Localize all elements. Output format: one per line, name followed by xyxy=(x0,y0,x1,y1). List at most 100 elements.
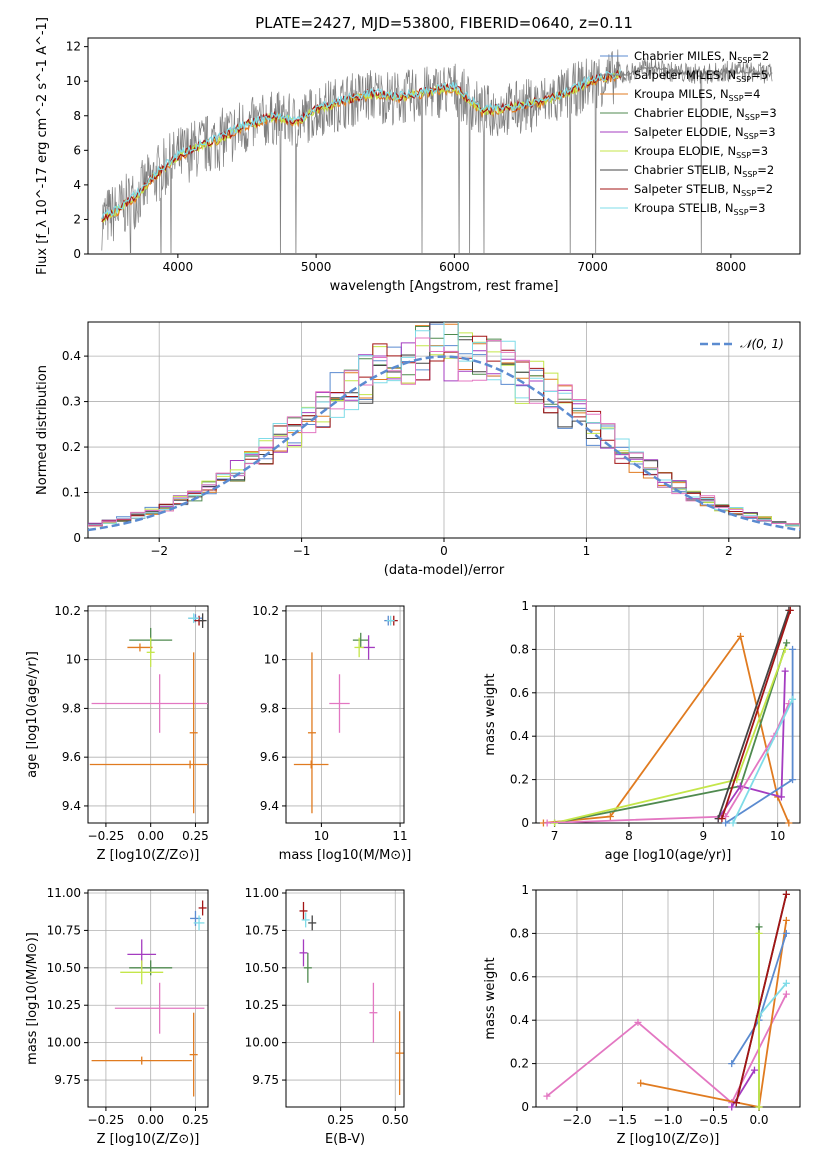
y-tick-label: 0.3 xyxy=(62,395,81,409)
x-tick-label: −2 xyxy=(150,544,168,558)
series-marker xyxy=(737,782,745,790)
series-marker xyxy=(755,923,763,931)
x-tick-label: −2.0 xyxy=(562,1113,591,1127)
y-tick-label: 10.25 xyxy=(47,998,81,1012)
series-marker xyxy=(606,812,614,820)
y-tick-label: 0 xyxy=(521,816,529,830)
x-tick-label: 0.00 xyxy=(137,1113,164,1127)
spectrum-model-kroupa_stelib xyxy=(101,69,621,219)
legend-entry: 𝒩(0, 1) xyxy=(740,337,784,351)
y-axis-label: Flux [f_λ 10^-17 erg cm^-2 s^-1 A^-1] xyxy=(35,17,50,275)
x-tick-label: 6000 xyxy=(439,260,470,274)
series-marker xyxy=(781,645,789,653)
legend-suffix: =2 xyxy=(757,163,774,177)
figure-title: PLATE=2427, MJD=53800, FIBERID=0640, z=0… xyxy=(255,14,633,32)
series-marker xyxy=(789,645,797,653)
series-marker xyxy=(722,819,730,827)
plot-frame xyxy=(285,605,405,824)
series-marker xyxy=(637,1079,645,1087)
x-tick-label: 0.25 xyxy=(327,1113,354,1127)
y-tick-label: 10.2 xyxy=(54,604,81,618)
series-marker xyxy=(782,990,790,998)
legend-suffix: =3 xyxy=(759,125,776,139)
x-tick-label: 0.25 xyxy=(182,829,209,843)
spectrum-panel: 4000 5000 6000 7000 8000 0 2 4 6 8 10 12 wavelength … xyxy=(35,17,801,294)
legend-suffix: =4 xyxy=(744,87,761,101)
y-tick-label: 0.4 xyxy=(62,349,81,363)
series-line-pink xyxy=(546,993,788,1105)
x-tick-label: 2 xyxy=(725,544,733,558)
legend-entry: Salpeter STELIB, NSSP=2 xyxy=(634,182,773,198)
y-tick-label: 0.8 xyxy=(510,642,529,656)
massweight-vs-age-panel: 7 8 9 10 0 0.2 0.4 0.6 0.8 1 age [log10(age/yr)] ma… xyxy=(483,599,801,863)
x-tick-label: 1 xyxy=(583,544,591,558)
y-axis-label: age [log10(age/yr)] xyxy=(25,651,40,778)
spectrum-data-line xyxy=(101,49,773,254)
y-tick-label: 0.6 xyxy=(510,970,529,984)
y-tick-label: 10.75 xyxy=(47,923,81,937)
massweight-vs-metallicity-panel: −2.0 −1.5 −1.0 −0.5 0.0 0 0.2 0.4 0.6 0.8 1 Z [log1… xyxy=(483,883,801,1147)
legend-label: Kroupa STELIB, N xyxy=(634,201,734,215)
x-axis-label: age [log10(age/yr)] xyxy=(605,848,732,863)
series-marker xyxy=(789,695,797,703)
plot-frame xyxy=(285,889,405,1108)
x-tick-label: −0.5 xyxy=(699,1113,728,1127)
legend-suffix: =2 xyxy=(756,182,773,196)
x-tick-label: −1 xyxy=(293,544,311,558)
series-marker xyxy=(782,890,790,898)
y-axis-label: mass weight xyxy=(483,957,498,1039)
y-tick-label: 10 xyxy=(264,653,279,667)
series-line-chabrier_stelib xyxy=(717,610,790,819)
y-tick-label: 9.4 xyxy=(62,799,81,813)
y-tick-label: 9.6 xyxy=(62,750,81,764)
y-tick-label: 0.1 xyxy=(62,486,81,500)
y-tick-label: 0.4 xyxy=(510,729,529,743)
y-tick-label: 0.2 xyxy=(510,773,529,787)
y-tick-label: 10 xyxy=(66,653,81,667)
legend-sub: SSP xyxy=(742,170,757,179)
legend-entry: Chabrier STELIB, NSSP=2 xyxy=(634,163,774,179)
x-tick-label: 4000 xyxy=(163,260,194,274)
y-tick-label: 10.50 xyxy=(47,961,81,975)
y-tick-label: 9.75 xyxy=(252,1073,279,1087)
y-tick-label: 2 xyxy=(73,212,81,226)
x-axis-label: (data-model)/error xyxy=(384,563,505,578)
legend-sub: SSP xyxy=(736,75,751,84)
y-tick-label: 9.8 xyxy=(260,701,279,715)
y-tick-label: 10 xyxy=(66,74,81,88)
x-tick-label: −1.0 xyxy=(653,1113,682,1127)
legend-entry: Kroupa ELODIE, NSSP=3 xyxy=(634,144,768,160)
spectrum-model-late xyxy=(619,65,773,79)
legend-sub: SSP xyxy=(736,151,751,160)
y-tick-label: 1 xyxy=(521,883,529,897)
y-axis-label: mass [log10(M/M⊙)] xyxy=(25,932,40,1065)
legend-label: Kroupa MILES, N xyxy=(634,87,729,101)
x-tick-label: 0.50 xyxy=(382,1113,409,1127)
y-tick-label: 0.4 xyxy=(510,1013,529,1027)
y-tick-label: 12 xyxy=(66,40,81,54)
y-tick-label: 0.8 xyxy=(510,926,529,940)
x-tick-label: 8 xyxy=(625,829,633,843)
y-tick-label: 9.6 xyxy=(260,750,279,764)
series-marker xyxy=(737,632,745,640)
residual-histogram-pink xyxy=(88,337,800,528)
legend-entry: Salpeter ELODIE, NSSP=3 xyxy=(634,125,776,141)
series-line-kroupa_miles xyxy=(640,920,788,1107)
series-marker xyxy=(718,815,726,823)
x-tick-label: 9 xyxy=(700,829,708,843)
series-marker xyxy=(755,929,763,937)
x-axis-label: Z [log10(Z/Z⊙)] xyxy=(97,1132,200,1147)
series-marker xyxy=(782,916,790,924)
x-tick-label: 10 xyxy=(770,829,785,843)
y-tick-label: 11.00 xyxy=(245,886,279,900)
y-axis-label: Normed distribution xyxy=(35,365,50,495)
series-line-salpeter_stelib xyxy=(735,894,788,1103)
plot-frame xyxy=(87,37,801,255)
y-tick-label: 0 xyxy=(521,1100,529,1114)
legend-sub: SSP xyxy=(741,189,756,198)
series-marker xyxy=(543,1092,551,1100)
mass-vs-metallicity-panel: −0.25 0.00 0.25 9.75 10.00 10.25 10.50 10.75 11.… xyxy=(25,886,209,1147)
x-tick-label: 0.25 xyxy=(182,1113,209,1127)
legend-entry: Kroupa MILES, NSSP=4 xyxy=(634,87,760,103)
